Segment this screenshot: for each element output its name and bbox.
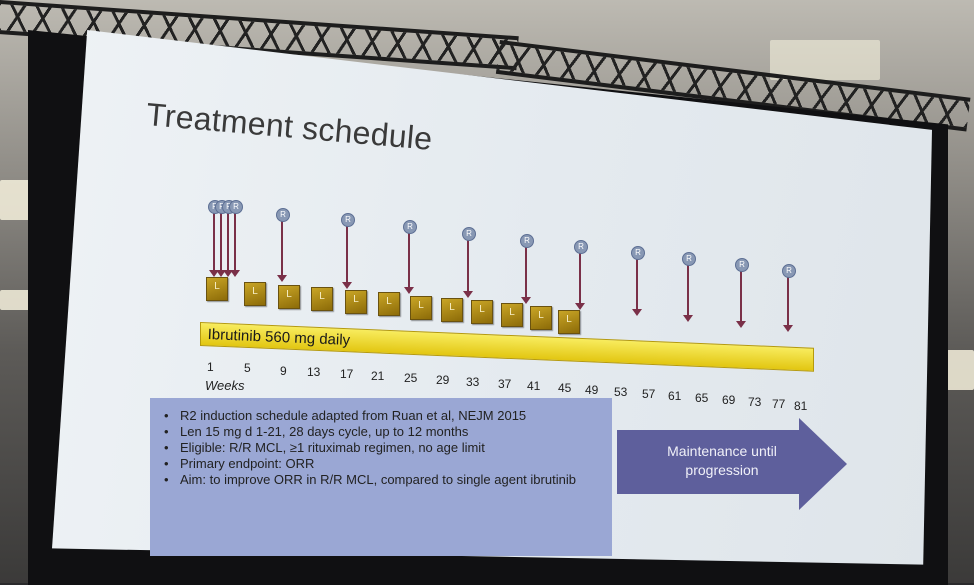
week-tick-label: 33 bbox=[466, 375, 480, 389]
rituximab-marker: R bbox=[276, 208, 290, 222]
week-tick-label: 5 bbox=[244, 361, 251, 375]
note-item: Eligible: R/R MCL, ≥1 rituximab regimen,… bbox=[162, 440, 576, 456]
note-item: Aim: to improve ORR in R/R MCL, compared… bbox=[162, 472, 576, 488]
rituximab-arrow bbox=[575, 252, 585, 310]
lenalidomide-cycle-box: L bbox=[244, 282, 266, 306]
rituximab-arrow bbox=[223, 212, 233, 277]
week-tick-label: 13 bbox=[307, 365, 321, 379]
rituximab-marker: R bbox=[341, 213, 355, 227]
week-tick-label: 65 bbox=[695, 391, 709, 405]
note-item: Primary endpoint: ORR bbox=[162, 456, 576, 472]
rituximab-arrow bbox=[209, 212, 219, 277]
lenalidomide-cycle-box: L bbox=[206, 277, 228, 301]
maintenance-arrow-body bbox=[617, 430, 802, 494]
note-item: Len 15 mg d 1-21, 28 days cycle, up to 1… bbox=[162, 424, 576, 440]
week-tick-label: 69 bbox=[722, 393, 736, 407]
week-tick-label: 53 bbox=[614, 385, 628, 399]
rituximab-arrow bbox=[277, 220, 287, 282]
rituximab-arrow bbox=[463, 239, 473, 298]
lenalidomide-cycle-box: L bbox=[345, 290, 367, 314]
week-tick-label: 77 bbox=[772, 397, 786, 411]
lenalidomide-cycle-box: L bbox=[410, 296, 432, 320]
note-item: R2 induction schedule adapted from Ruan … bbox=[162, 408, 576, 424]
lenalidomide-cycle-box: L bbox=[471, 300, 493, 324]
week-tick-label: 37 bbox=[498, 377, 512, 391]
rituximab-arrow bbox=[736, 270, 746, 328]
maintenance-label-line1: Maintenance until bbox=[667, 443, 777, 459]
rituximab-marker: R bbox=[735, 258, 749, 272]
notes-box: R2 induction schedule adapted from Ruan … bbox=[150, 398, 612, 556]
week-tick-label: 21 bbox=[371, 369, 385, 383]
rituximab-marker: R bbox=[631, 246, 645, 260]
week-tick-label: 25 bbox=[404, 371, 418, 385]
week-tick-label: 45 bbox=[558, 381, 572, 395]
week-tick-label: 61 bbox=[668, 389, 682, 403]
rituximab-marker: R bbox=[782, 264, 796, 278]
week-tick-label: 9 bbox=[280, 364, 287, 378]
rituximab-marker: R bbox=[403, 220, 417, 234]
ceiling-light bbox=[770, 40, 880, 80]
week-tick-label: 57 bbox=[642, 387, 656, 401]
week-tick-label: 49 bbox=[585, 383, 599, 397]
maintenance-arrow: Maintenance until progression bbox=[617, 418, 847, 510]
rituximab-arrow bbox=[683, 264, 693, 322]
lenalidomide-cycle-box: L bbox=[278, 285, 300, 309]
week-tick-label: 17 bbox=[340, 367, 354, 381]
maintenance-label-line2: progression bbox=[685, 462, 759, 478]
rituximab-arrow bbox=[783, 276, 793, 332]
week-tick-label: 29 bbox=[436, 373, 450, 387]
week-tick-label: 1 bbox=[207, 360, 214, 374]
maintenance-label: Maintenance until progression bbox=[627, 442, 817, 480]
rituximab-arrow bbox=[342, 225, 352, 289]
rituximab-marker: R bbox=[520, 234, 534, 248]
week-tick-label: 81 bbox=[794, 399, 808, 413]
rituximab-arrow bbox=[216, 212, 226, 277]
weeks-label: Weeks bbox=[205, 378, 245, 393]
lenalidomide-cycle-box: L bbox=[378, 292, 400, 316]
rituximab-arrow bbox=[521, 246, 531, 304]
rituximab-arrow bbox=[632, 258, 642, 316]
lenalidomide-cycle-box: L bbox=[558, 310, 580, 334]
lenalidomide-cycle-box: L bbox=[530, 306, 552, 330]
rituximab-marker: R bbox=[229, 200, 243, 214]
maintenance-arrow-head bbox=[799, 418, 847, 510]
rituximab-arrow bbox=[230, 212, 240, 277]
notes-list: R2 induction schedule adapted from Ruan … bbox=[162, 408, 576, 488]
rituximab-marker: R bbox=[462, 227, 476, 241]
week-tick-label: 41 bbox=[527, 379, 541, 393]
lenalidomide-cycle-box: L bbox=[311, 287, 333, 311]
rituximab-marker: R bbox=[574, 240, 588, 254]
rituximab-marker: R bbox=[682, 252, 696, 266]
lenalidomide-cycle-box: L bbox=[441, 298, 463, 322]
week-tick-label: 73 bbox=[748, 395, 762, 409]
lenalidomide-cycle-box: L bbox=[501, 303, 523, 327]
rituximab-arrow bbox=[404, 232, 414, 294]
ceiling-light bbox=[0, 290, 30, 310]
